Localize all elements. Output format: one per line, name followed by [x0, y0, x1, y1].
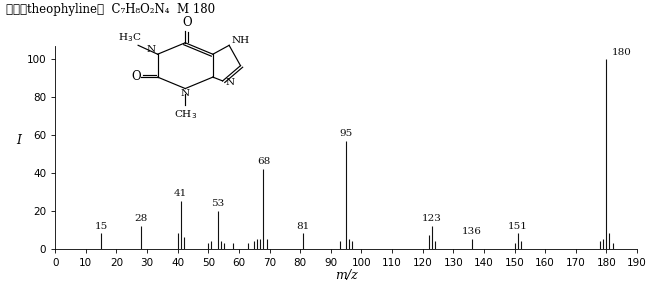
Text: N: N [181, 89, 190, 98]
Text: 95: 95 [339, 129, 353, 138]
Text: 81: 81 [296, 222, 310, 231]
Text: 151: 151 [508, 222, 528, 231]
Text: 123: 123 [422, 214, 442, 223]
X-axis label: m/z: m/z [335, 269, 358, 282]
Text: 180: 180 [612, 48, 632, 57]
Text: NH: NH [231, 36, 250, 45]
Text: 茶碱（theophyline）  C₇H₈O₂N₄  M 180: 茶碱（theophyline） C₇H₈O₂N₄ M 180 [6, 3, 216, 16]
Text: 136: 136 [462, 227, 482, 236]
Text: CH$_3$: CH$_3$ [174, 108, 197, 121]
Y-axis label: I: I [16, 134, 21, 147]
Text: 28: 28 [135, 214, 148, 223]
Text: 68: 68 [257, 157, 270, 166]
Text: 41: 41 [174, 189, 187, 199]
Text: N: N [146, 45, 155, 53]
Text: O: O [182, 16, 192, 29]
Text: H$_3$C: H$_3$C [118, 31, 142, 44]
Text: 15: 15 [94, 222, 108, 231]
Text: O: O [131, 70, 140, 83]
Text: N: N [226, 78, 235, 87]
Text: 53: 53 [211, 199, 224, 208]
